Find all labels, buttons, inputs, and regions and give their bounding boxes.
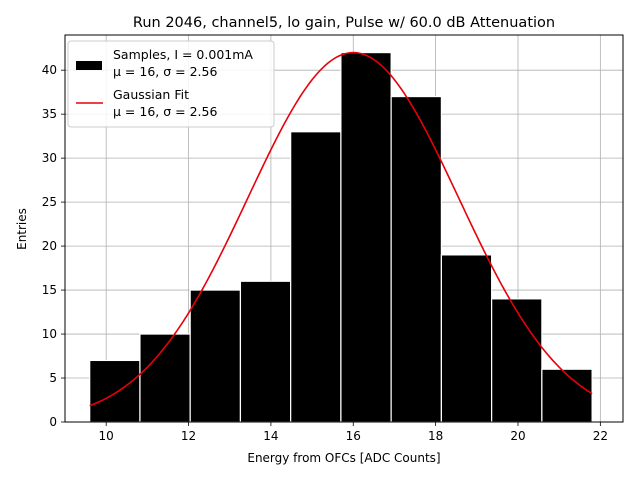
legend-box	[67, 40, 275, 128]
y-tick-label: 25	[42, 195, 57, 209]
histogram-bar	[390, 95, 442, 423]
histogram-bar	[189, 289, 242, 423]
x-tick-label: 12	[181, 429, 196, 443]
y-tick-label: 15	[42, 283, 57, 297]
y-tick-label: 20	[42, 239, 57, 253]
x-tick-label: 10	[99, 429, 114, 443]
y-tick-label: 30	[42, 151, 57, 165]
x-tick-label: 16	[346, 429, 361, 443]
histogram-bar	[541, 368, 593, 423]
y-tick-label: 0	[49, 415, 57, 429]
legend: Samples, I = 0.001mA μ = 16, σ = 2.56 Ga…	[67, 40, 275, 128]
y-axis-label: Entries	[15, 208, 29, 250]
fit-layer	[89, 51, 593, 407]
y-tick-label: 5	[49, 371, 57, 385]
ticks-layer: 10 12 14 16 18 20 22 0 5 10 15 20 25 30 35 40	[42, 63, 608, 443]
x-tick-label: 14	[263, 429, 278, 443]
x-axis-label: Energy from OFCs [ADC Counts]	[247, 451, 440, 465]
chart-title: Run 2046, channel5, lo gain, Pulse w/ 60…	[133, 15, 555, 31]
histogram-bar	[340, 51, 392, 423]
y-tick-label: 40	[42, 63, 57, 77]
x-tick-label: 22	[593, 429, 608, 443]
legend-fit-stats: μ = 16, σ = 2.56	[113, 104, 217, 119]
gaussian-fit-curve	[89, 51, 593, 407]
legend-fit-label: Gaussian Fit	[113, 87, 189, 102]
histogram-bar	[440, 254, 493, 423]
x-tick-label: 20	[510, 429, 525, 443]
legend-samples-label: Samples, I = 0.001mA	[113, 47, 253, 62]
bars-layer	[89, 51, 593, 423]
histogram-bar	[89, 359, 141, 423]
x-tick-label: 18	[428, 429, 443, 443]
axes-frame	[64, 34, 624, 423]
histogram-bar	[290, 131, 342, 423]
legend-samples-patch	[76, 61, 102, 70]
y-tick-label: 35	[42, 107, 57, 121]
histogram-bar	[491, 298, 543, 423]
histogram-bar	[239, 280, 292, 423]
y-tick-label: 10	[42, 327, 57, 341]
legend-samples-stats: μ = 16, σ = 2.56	[113, 64, 217, 79]
